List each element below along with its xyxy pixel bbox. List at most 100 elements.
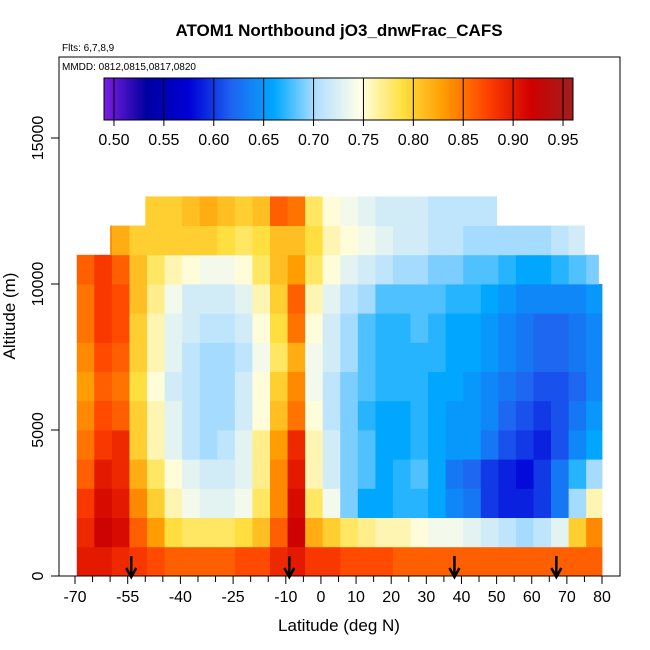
heatmap-cell (287, 196, 306, 226)
heatmap-cell (305, 459, 324, 489)
heatmap-cell (94, 313, 113, 343)
heatmap-cell (445, 488, 464, 518)
heatmap-cell (287, 546, 306, 577)
heatmap-cell (199, 488, 218, 518)
heatmap-cell (568, 488, 587, 518)
heatmap-cell (445, 400, 464, 431)
heatmap-cell (164, 459, 183, 489)
heatmap-cell (147, 342, 165, 372)
heatmap-cell (182, 400, 201, 431)
heatmap-cell (217, 225, 236, 256)
heatmap-cell (340, 546, 359, 577)
heatmap-cell (480, 254, 499, 285)
heatmap-cell (392, 517, 411, 548)
heatmap-cell (199, 459, 218, 489)
heatmap-cell (515, 517, 534, 548)
heatmap-cell (445, 284, 464, 314)
x-tick-label: -70 (63, 589, 86, 606)
heatmap-cell (551, 254, 570, 285)
heatmap-cell (287, 400, 306, 431)
heatmap-cell (111, 313, 130, 343)
heatmap-cell (357, 400, 376, 431)
heatmap-cell (94, 254, 113, 285)
heatmap-cell (375, 284, 394, 314)
latitude-arrow (448, 556, 461, 580)
heatmap-cell (375, 371, 394, 402)
heatmap-cell (445, 430, 464, 460)
heatmap-cell (480, 546, 499, 577)
heatmap-cell (287, 284, 306, 314)
x-tick-label: 50 (488, 589, 506, 606)
heatmap-cell (586, 459, 603, 489)
heatmap-cell (234, 313, 253, 343)
heatmap-cell (111, 254, 130, 285)
heatmap-cell (199, 284, 218, 314)
heatmap-cell (287, 459, 306, 489)
heatmap-cell (322, 284, 341, 314)
heatmap-cell (428, 459, 447, 489)
heatmap-cell (498, 400, 517, 431)
heatmap-cell (340, 488, 359, 518)
heatmap-cell (515, 254, 534, 285)
heatmap-cell (498, 459, 517, 489)
colorbar-tick-label: 0.65 (248, 132, 279, 149)
heatmap-cell (428, 284, 447, 314)
heatmap-cell (269, 459, 288, 489)
heatmap-cell (392, 196, 411, 226)
heatmap-cell (145, 196, 148, 226)
heatmap-cell (129, 284, 148, 314)
heatmap-cell (515, 430, 534, 460)
heatmap-cell (445, 313, 464, 343)
heatmap-cell (533, 342, 552, 372)
heatmap-cell (463, 313, 482, 343)
heatmap-cell (586, 546, 603, 577)
heatmap-cell (76, 284, 95, 314)
x-tick-label: 0 (316, 589, 325, 606)
heatmap-cell (269, 517, 288, 548)
heatmap-cell (392, 254, 411, 285)
heatmap-cell (76, 313, 95, 343)
heatmap-cell (568, 459, 587, 489)
heatmap-cell (305, 400, 324, 431)
heatmap-cell (375, 400, 394, 431)
heatmap-cell (76, 342, 95, 372)
heatmap-cell (147, 225, 165, 256)
heatmap-cell (217, 313, 236, 343)
heatmap-cell (111, 488, 130, 518)
heatmap-cell (533, 284, 552, 314)
heatmap-cell (234, 284, 253, 314)
heatmap-cell (551, 459, 570, 489)
heatmap-cell (252, 546, 271, 577)
heatmap-cell (568, 313, 587, 343)
heatmap-cell (410, 459, 429, 489)
heatmap-cell (515, 225, 534, 256)
heatmap-cell (586, 400, 603, 431)
heatmap-cell (94, 400, 113, 431)
heatmap-cell (305, 371, 324, 402)
heatmap-cell (147, 254, 165, 285)
x-tick-label: 10 (347, 589, 365, 606)
heatmap-cell (551, 517, 570, 548)
heatmap-cell (498, 371, 517, 402)
heatmap-cell (217, 342, 236, 372)
heatmap-cell (322, 400, 341, 431)
heatmap-cell (111, 517, 130, 548)
heatmap-cell (252, 430, 271, 460)
heatmap-cell (340, 313, 359, 343)
heatmap-cell (305, 546, 324, 577)
heatmap-cell (217, 430, 236, 460)
heatmap-cell (217, 546, 236, 577)
colorbar-tick-label: 0.60 (198, 132, 229, 149)
heatmap-cell (147, 430, 165, 460)
heatmap-cell (586, 517, 603, 548)
heatmap-cell (76, 400, 95, 431)
heatmap-cell (322, 459, 341, 489)
heatmap-cell (498, 517, 517, 548)
heatmap-cell (76, 254, 95, 285)
heatmap-cell (463, 371, 482, 402)
heatmap-cell (498, 546, 517, 577)
x-tick-label: -55 (116, 589, 139, 606)
heatmap-cell (357, 546, 376, 577)
heatmap-cell (252, 400, 271, 431)
heatmap-cell (410, 430, 429, 460)
